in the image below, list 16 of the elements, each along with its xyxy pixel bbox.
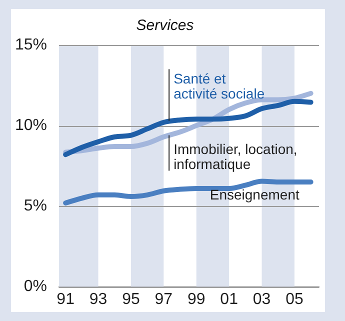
y-tick-label: 15% (14, 36, 48, 54)
x-tick-label: 95 (122, 290, 140, 308)
y-tick-label: 10% (14, 117, 48, 134)
series-label: Immobilier, location, informatique (174, 141, 298, 172)
x-tick-label: 03 (252, 290, 271, 308)
series-label: Enseignement (210, 186, 300, 202)
y-tick-label: 0% (24, 278, 48, 296)
x-tick-label: 91 (56, 290, 75, 308)
x-tick-label: 99 (187, 290, 206, 308)
y-tick-label: 5% (24, 198, 48, 215)
series-label: Santé et activité sociale (174, 70, 265, 102)
chart-title: Services (136, 17, 194, 34)
x-tick-label: 01 (220, 290, 238, 308)
x-tick-label: 05 (286, 290, 304, 308)
x-tick-label: 97 (154, 290, 173, 308)
x-tick-label: 93 (89, 290, 108, 308)
